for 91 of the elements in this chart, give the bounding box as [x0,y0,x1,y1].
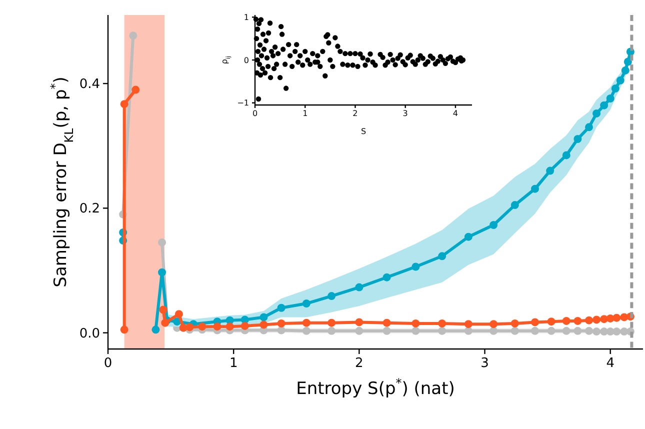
point [277,326,286,334]
point [412,319,420,328]
point [277,304,286,312]
point [412,262,420,271]
point [562,151,570,160]
point [510,201,519,210]
point [186,323,194,332]
point [606,94,614,102]
point [592,109,601,118]
point [382,318,391,327]
y-tick-label: 0.0 [79,326,100,342]
point [260,313,268,322]
point [530,318,539,326]
point [438,252,446,260]
point [585,123,593,132]
point [574,135,582,144]
point [302,318,310,327]
point [562,326,570,335]
x-axis-title: S [360,127,366,136]
point [240,322,249,330]
point [161,318,170,327]
point [490,320,498,328]
point [328,326,336,335]
x-tick-label: 0 [252,109,258,118]
x-tick-label: 4 [606,356,614,371]
point [174,310,183,318]
y-tick-label: 0.2 [79,202,100,217]
y-tick-label: 1 [244,12,249,22]
y-tick-label: 0.4 [79,77,100,92]
x-axis-title: Entropy S(p$^{*}$) (nat) [296,376,455,399]
point [355,318,364,326]
point [592,328,601,336]
point [562,316,570,325]
x-tick-label: 3 [480,356,489,371]
point [260,320,268,329]
point [120,326,128,334]
point [464,326,472,335]
point [490,220,498,229]
point [152,326,160,334]
x-tick-label: 1 [302,109,308,118]
point [592,316,601,324]
x-tick-label: 3 [402,109,408,118]
point [574,316,582,325]
x-tick-label: 1 [229,356,238,371]
point [355,283,364,292]
point [611,84,620,93]
point [226,322,234,331]
point [510,319,519,328]
point [213,322,222,331]
x-tick-label: 2 [352,109,358,118]
point [624,58,632,66]
point [612,314,621,322]
point [547,318,556,326]
point [198,322,206,331]
point [438,326,446,335]
x-tick-label: 2 [355,356,364,371]
y-tick-label: −1 [237,98,249,108]
point [546,166,554,175]
point [616,76,624,84]
point [132,86,140,94]
point [120,100,128,108]
point [621,66,630,74]
point [328,292,336,300]
point [158,268,166,276]
point [382,326,391,335]
point [129,32,138,40]
point [382,273,391,282]
point [600,101,608,110]
point [412,326,420,335]
point [355,326,364,335]
point [328,318,336,327]
point [464,320,472,328]
point [585,326,593,335]
point [510,326,519,335]
point [159,306,168,314]
point [585,316,593,324]
point [302,300,310,308]
point [547,326,556,335]
point [530,184,539,193]
point [158,238,166,246]
point [438,319,446,328]
x-tick-label: 4 [452,109,458,118]
x-tick-label: 0 [104,356,112,371]
y-tick-label: 0 [244,56,249,65]
point [490,326,498,335]
point [530,326,539,335]
point [277,319,286,328]
point [574,326,582,335]
point [612,328,621,336]
point [464,232,472,241]
point [302,326,310,335]
